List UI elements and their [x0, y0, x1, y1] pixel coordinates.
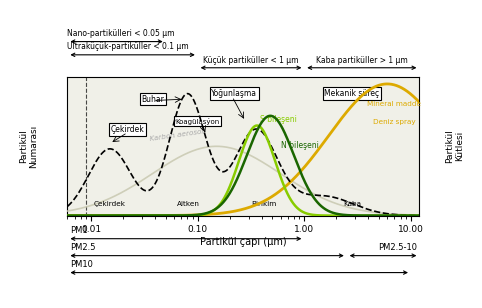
- Text: Çekirdek: Çekirdek: [94, 201, 126, 207]
- Text: Partikül
Numarası: Partikül Numarası: [19, 125, 39, 168]
- Text: Buhar: Buhar: [142, 95, 164, 104]
- Text: Koagülasýon: Koagülasýon: [175, 118, 220, 125]
- Text: Çekirdek: Çekirdek: [111, 125, 145, 134]
- Text: Birikim: Birikim: [252, 201, 277, 207]
- Text: PM2.5: PM2.5: [70, 243, 95, 252]
- Text: Kaba: Kaba: [343, 201, 361, 207]
- Text: Partikül
Kütlesi: Partikül Kütlesi: [445, 129, 464, 163]
- Text: Nano-partikülleri < 0.05 μm: Nano-partikülleri < 0.05 μm: [67, 29, 175, 38]
- Text: Mineral madde: Mineral madde: [367, 102, 421, 107]
- Text: PM10: PM10: [70, 260, 93, 269]
- Text: Küçük partiküller < 1 μm: Küçük partiküller < 1 μm: [203, 56, 299, 65]
- X-axis label: Partikül çapı (μm): Partikül çapı (μm): [200, 237, 287, 247]
- Text: S bileşeni: S bileşeni: [259, 115, 296, 124]
- Text: Mekanik süreç: Mekanik süreç: [324, 89, 379, 98]
- Text: Kaba partiküller > 1 μm: Kaba partiküller > 1 μm: [316, 56, 408, 65]
- Text: PM2.5-10: PM2.5-10: [378, 243, 417, 252]
- Text: Deniz spray: Deniz spray: [373, 119, 415, 124]
- Text: Karbon aerosol: Karbon aerosol: [149, 129, 204, 142]
- Text: N bileşeni: N bileşeni: [281, 141, 319, 150]
- Text: Ultraküçük-partiküller < 0.1 μm: Ultraküçük-partiküller < 0.1 μm: [67, 42, 189, 51]
- Text: Yoğunlaşma: Yoğunlaşma: [211, 89, 257, 98]
- Text: PM1: PM1: [70, 226, 88, 235]
- Text: Aitken: Aitken: [177, 201, 200, 207]
